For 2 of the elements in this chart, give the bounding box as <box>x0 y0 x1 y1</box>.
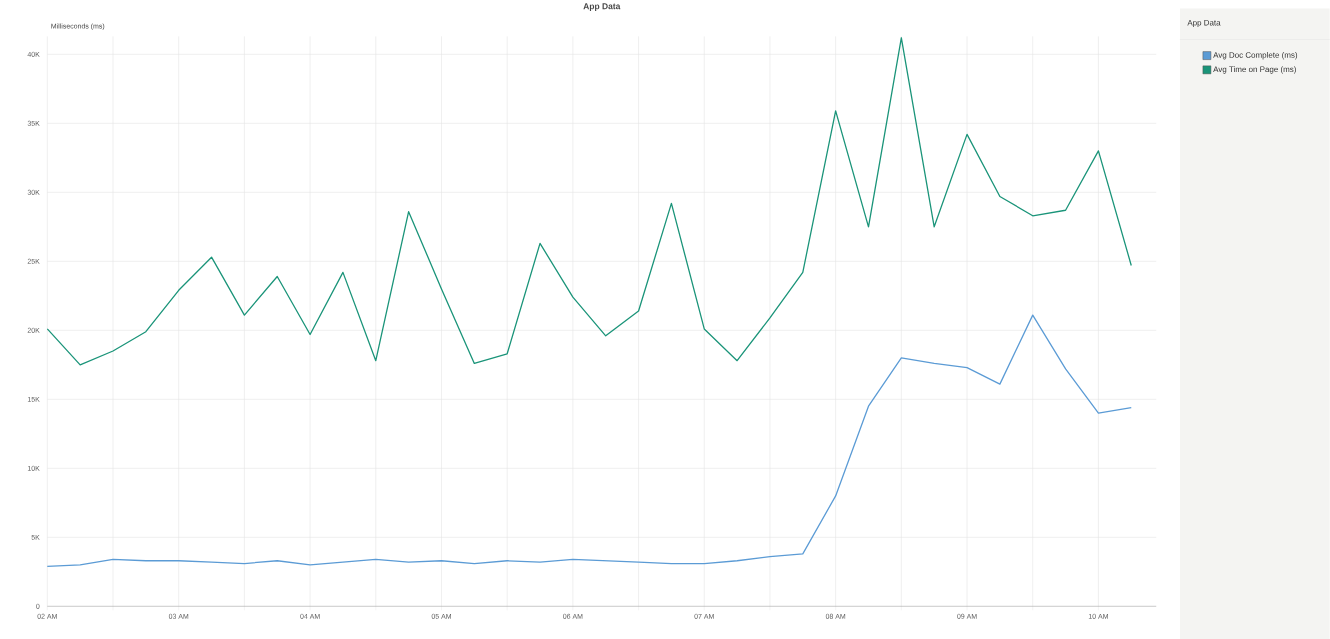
line-series <box>46 36 1132 366</box>
chart-title: App Data <box>583 3 621 11</box>
